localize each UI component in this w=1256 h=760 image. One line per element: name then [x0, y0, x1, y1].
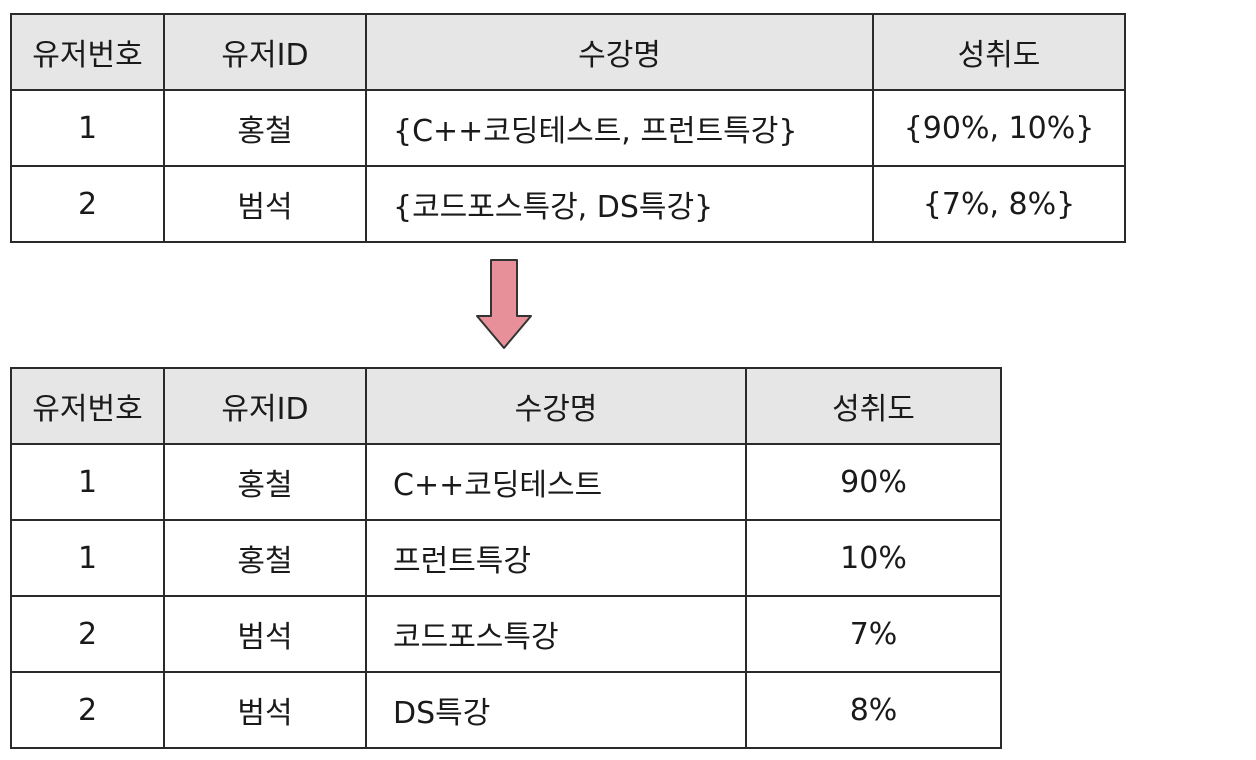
- header-course-name: 수강명: [365, 13, 874, 91]
- cell-user-id: 홍철: [163, 519, 367, 597]
- cell-course: 프런트특강: [365, 519, 747, 597]
- header-row: 유저번호 유저ID 수강명 성취도: [10, 367, 1002, 445]
- cell-achievement: {90%, 10%}: [872, 89, 1126, 167]
- cell-achievement: 8%: [745, 671, 1002, 749]
- cell-user-id: 범석: [163, 595, 367, 673]
- after-table: 유저번호 유저ID 수강명 성취도 1 홍철 C++코딩테스트 90% 1 홍철…: [10, 367, 1002, 749]
- cell-achievement: {7%, 8%}: [872, 165, 1126, 243]
- cell-user-no: 2: [10, 165, 165, 243]
- cell-user-no: 1: [10, 519, 165, 597]
- header-achievement: 성취도: [872, 13, 1126, 91]
- table-row: 1 홍철 프런트특강 10%: [10, 519, 1002, 597]
- cell-course: DS특강: [365, 671, 747, 749]
- header-row: 유저번호 유저ID 수강명 성취도: [10, 13, 1126, 91]
- cell-course: 코드포스특강: [365, 595, 747, 673]
- header-user-no: 유저번호: [10, 367, 165, 445]
- cell-course: C++코딩테스트: [365, 443, 747, 521]
- header-achievement: 성취도: [745, 367, 1002, 445]
- cell-user-no: 1: [10, 443, 165, 521]
- cell-user-id: 범석: [163, 165, 367, 243]
- header-user-no: 유저번호: [10, 13, 165, 91]
- down-arrow-icon: [476, 259, 532, 349]
- cell-achievement: 7%: [745, 595, 1002, 673]
- cell-user-no: 1: [10, 89, 165, 167]
- table-row: 1 홍철 C++코딩테스트 90%: [10, 443, 1002, 521]
- cell-user-id: 범석: [163, 671, 367, 749]
- table-row: 1 홍철 {C++코딩테스트, 프런트특강} {90%, 10%}: [10, 89, 1126, 167]
- cell-achievement: 10%: [745, 519, 1002, 597]
- header-user-id: 유저ID: [163, 367, 367, 445]
- cell-user-no: 2: [10, 671, 165, 749]
- cell-user-no: 2: [10, 595, 165, 673]
- table-row: 2 범석 DS특강 8%: [10, 671, 1002, 749]
- before-table: 유저번호 유저ID 수강명 성취도 1 홍철 {C++코딩테스트, 프런트특강}…: [10, 13, 1126, 243]
- cell-achievement: 90%: [745, 443, 1002, 521]
- header-user-id: 유저ID: [163, 13, 367, 91]
- cell-user-id: 홍철: [163, 443, 367, 521]
- cell-user-id: 홍철: [163, 89, 367, 167]
- cell-courses: {코드포스특강, DS특강}: [365, 165, 874, 243]
- table-row: 2 범석 {코드포스특강, DS특강} {7%, 8%}: [10, 165, 1126, 243]
- header-course-name: 수강명: [365, 367, 747, 445]
- table-row: 2 범석 코드포스특강 7%: [10, 595, 1002, 673]
- cell-courses: {C++코딩테스트, 프런트특강}: [365, 89, 874, 167]
